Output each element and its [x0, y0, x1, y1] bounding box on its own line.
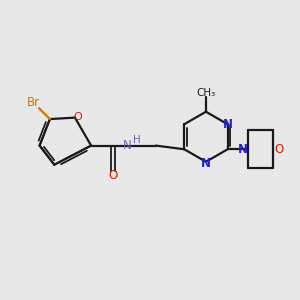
- Text: O: O: [109, 169, 118, 182]
- Text: N: N: [201, 157, 211, 170]
- Text: O: O: [274, 143, 284, 156]
- Text: N: N: [123, 139, 132, 152]
- Text: O: O: [73, 112, 82, 122]
- Text: H: H: [133, 135, 141, 145]
- Text: N: N: [238, 143, 248, 156]
- Text: CH₃: CH₃: [196, 88, 216, 98]
- Text: Br: Br: [27, 96, 40, 110]
- Text: N: N: [223, 118, 232, 131]
